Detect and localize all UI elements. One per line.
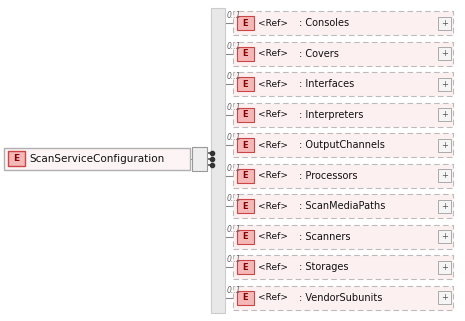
Bar xyxy=(237,230,254,244)
Text: : Interpreters: : Interpreters xyxy=(299,110,363,120)
Text: 0..1: 0..1 xyxy=(227,72,241,81)
Text: +: + xyxy=(441,171,448,180)
Bar xyxy=(8,151,25,166)
Text: +: + xyxy=(441,110,448,119)
Bar xyxy=(438,139,451,152)
Text: : Consoles: : Consoles xyxy=(299,18,349,28)
Bar xyxy=(438,291,451,304)
Text: <Ref>: <Ref> xyxy=(258,202,288,211)
Bar xyxy=(233,164,453,188)
Text: E: E xyxy=(243,232,248,241)
Bar xyxy=(237,138,254,152)
Text: <Ref>: <Ref> xyxy=(258,80,288,89)
Text: : Storages: : Storages xyxy=(299,262,348,272)
Text: +: + xyxy=(441,202,448,211)
Bar xyxy=(438,78,451,91)
Text: <Ref>: <Ref> xyxy=(258,232,288,241)
Text: 0..1: 0..1 xyxy=(227,194,241,203)
Text: E: E xyxy=(243,263,248,272)
Bar xyxy=(237,47,254,61)
Text: +: + xyxy=(441,141,448,150)
Bar xyxy=(438,261,451,274)
Bar xyxy=(233,103,453,127)
Bar xyxy=(211,8,225,313)
Text: <Ref>: <Ref> xyxy=(258,110,288,119)
Bar xyxy=(438,200,451,213)
Text: E: E xyxy=(243,293,248,302)
Text: +: + xyxy=(441,263,448,272)
Text: E: E xyxy=(243,141,248,150)
Text: E: E xyxy=(243,110,248,119)
Bar xyxy=(237,260,254,274)
Text: <Ref>: <Ref> xyxy=(258,293,288,302)
Text: +: + xyxy=(441,80,448,89)
Bar xyxy=(237,199,254,213)
Text: : Covers: : Covers xyxy=(299,49,339,59)
Text: <Ref>: <Ref> xyxy=(258,19,288,28)
Bar xyxy=(438,17,451,30)
Text: E: E xyxy=(13,154,20,163)
Text: E: E xyxy=(243,202,248,211)
Text: 0..1: 0..1 xyxy=(227,255,241,264)
Text: : VendorSubunits: : VendorSubunits xyxy=(299,293,382,303)
Text: +: + xyxy=(441,49,448,58)
Bar xyxy=(233,286,453,310)
Text: <Ref>: <Ref> xyxy=(258,263,288,272)
Text: E: E xyxy=(243,80,248,89)
Bar xyxy=(237,291,254,305)
Text: : Interfaces: : Interfaces xyxy=(299,79,354,89)
Bar xyxy=(233,42,453,66)
Text: +: + xyxy=(441,19,448,28)
Text: 0..1: 0..1 xyxy=(227,164,241,173)
Bar xyxy=(233,11,453,35)
Text: E: E xyxy=(243,19,248,28)
Text: 0..1: 0..1 xyxy=(227,225,241,234)
Text: : Scanners: : Scanners xyxy=(299,232,351,242)
Text: 0..1: 0..1 xyxy=(227,133,241,142)
Bar xyxy=(438,169,451,182)
Bar xyxy=(233,225,453,249)
Text: <Ref>: <Ref> xyxy=(258,49,288,58)
Text: ScanServiceConfiguration: ScanServiceConfiguration xyxy=(29,154,164,164)
Bar xyxy=(237,108,254,122)
Text: 0..1: 0..1 xyxy=(227,42,241,51)
Text: +: + xyxy=(441,232,448,241)
Text: E: E xyxy=(243,49,248,58)
Text: 0..1: 0..1 xyxy=(227,286,241,295)
Text: +: + xyxy=(441,293,448,302)
Text: : OutputChannels: : OutputChannels xyxy=(299,140,385,150)
Bar xyxy=(438,230,451,243)
Bar xyxy=(233,255,453,279)
Bar xyxy=(237,77,254,91)
Text: : Processors: : Processors xyxy=(299,171,358,181)
Text: <Ref>: <Ref> xyxy=(258,141,288,150)
Text: 0..1: 0..1 xyxy=(227,11,241,20)
Bar xyxy=(438,108,451,121)
Text: E: E xyxy=(243,171,248,180)
Text: 0..1: 0..1 xyxy=(227,103,241,112)
Bar xyxy=(237,16,254,30)
Text: : ScanMediaPaths: : ScanMediaPaths xyxy=(299,201,385,211)
Bar xyxy=(4,148,190,170)
Bar xyxy=(233,133,453,157)
Bar xyxy=(438,47,451,60)
Bar xyxy=(237,169,254,183)
Bar xyxy=(192,147,207,171)
Text: <Ref>: <Ref> xyxy=(258,171,288,180)
Bar xyxy=(233,72,453,96)
Bar xyxy=(233,194,453,218)
